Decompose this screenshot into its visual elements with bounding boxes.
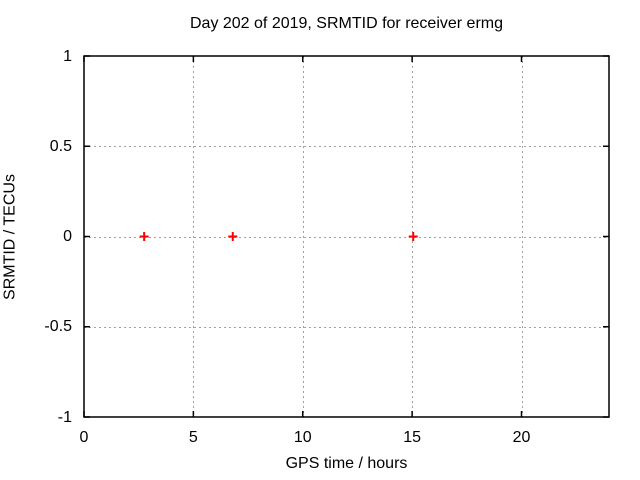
y-tick-label: 1: [63, 47, 72, 65]
x-tick-label: 15: [403, 429, 422, 446]
x-tick-label: 0: [79, 429, 89, 446]
chart-title: Day 202 of 2019, SRMTID for receiver erm…: [189, 15, 503, 32]
x-tick-label: 20: [512, 429, 531, 446]
x-tick-label: 10: [293, 429, 312, 446]
y-tick-label: 0: [63, 228, 72, 245]
y-tick-label: 0.5: [49, 137, 72, 155]
y-tick-label: -1: [57, 408, 72, 426]
y-tick-label: -0.5: [44, 318, 72, 336]
x-axis-label: GPS time / hours: [285, 455, 408, 472]
x-tick-label: 5: [188, 429, 198, 446]
plot-frame: [83, 55, 610, 418]
